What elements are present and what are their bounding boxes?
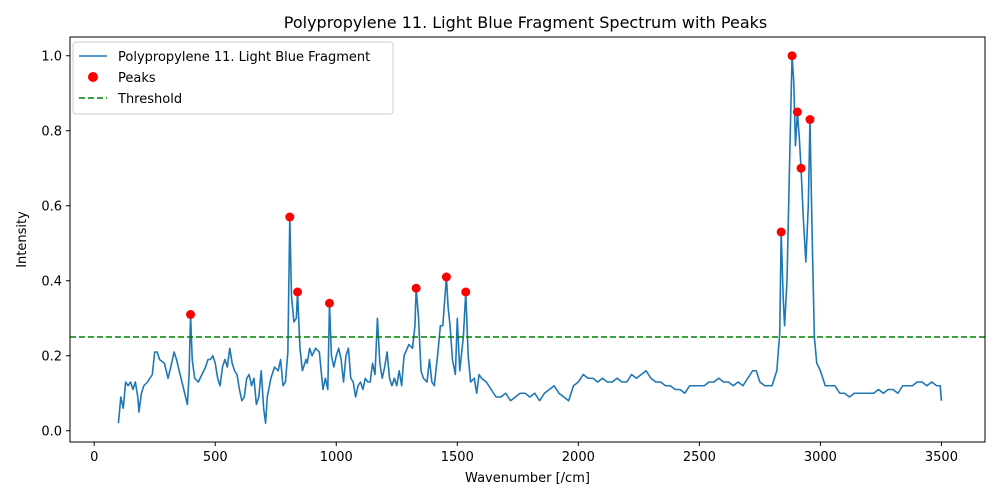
y-tick-label: 0.2 (41, 349, 62, 364)
legend-label-spectrum: Polypropylene 11. Light Blue Fragment (118, 50, 370, 65)
peak-point (776, 227, 786, 237)
x-tick-label: 500 (203, 450, 228, 465)
y-tick-label: 0.6 (41, 199, 62, 214)
x-tick-label: 2500 (683, 450, 716, 465)
legend-label-threshold: Threshold (117, 92, 182, 107)
peak-point (285, 212, 295, 222)
peak-point (293, 287, 303, 297)
y-tick-label: 0.8 (41, 124, 62, 139)
y-axis-label: Intensity (15, 211, 30, 268)
plot-frame (69, 36, 986, 443)
x-axis: 0 500 1000 1500 2000 2500 3000 3500 (90, 442, 958, 465)
x-axis-label: Wavenumber [/cm] (465, 471, 590, 486)
y-tick-label: 0.4 (41, 274, 62, 289)
peak-point (792, 107, 802, 117)
peak-point (787, 51, 797, 61)
spectrum-line (117, 54, 943, 425)
legend: Polypropylene 11. Light Blue Fragment Pe… (72, 41, 394, 115)
x-tick-label: 2000 (562, 450, 595, 465)
x-tick-label: 0 (90, 450, 98, 465)
y-tick-label: 0.0 (41, 424, 62, 439)
legend-box (72, 41, 394, 115)
x-tick-label: 3500 (925, 450, 958, 465)
legend-label-peaks: Peaks (118, 71, 156, 86)
chart-title: Polypropylene 11. Light Blue Fragment Sp… (284, 13, 767, 32)
peak-point (324, 298, 334, 308)
x-tick-label: 1500 (441, 450, 474, 465)
peak-point (461, 287, 471, 297)
peak-point (441, 272, 451, 282)
legend-peaks-swatch (88, 72, 98, 82)
x-tick-label: 1000 (320, 450, 353, 465)
x-tick-label: 3000 (804, 450, 837, 465)
peak-point (796, 163, 806, 173)
y-tick-label: 1.0 (41, 49, 62, 64)
plot-layer (70, 51, 985, 425)
y-axis: 0.0 0.2 0.4 0.6 0.8 1.0 (41, 49, 70, 439)
peak-point (186, 310, 196, 319)
peak-point (805, 115, 815, 124)
peak-point (411, 283, 421, 293)
